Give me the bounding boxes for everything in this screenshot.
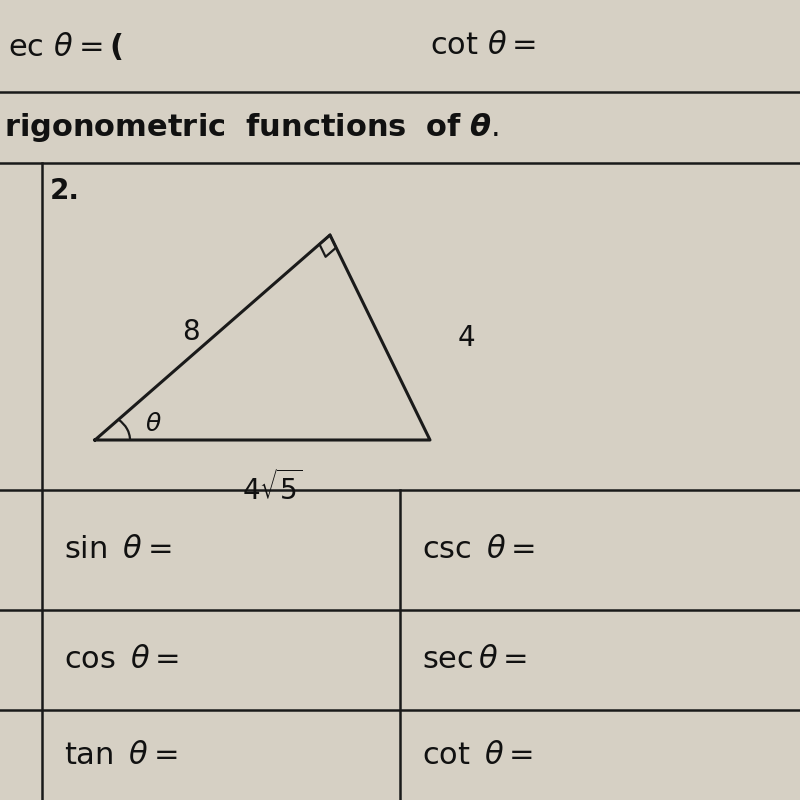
Text: 2.: 2. bbox=[50, 177, 80, 205]
Text: $\cos\ \theta =$: $\cos\ \theta =$ bbox=[64, 646, 179, 674]
Text: $\mathbf{rigonometric\ \ functions\ \ of}\ \boldsymbol{\theta}.$: $\mathbf{rigonometric\ \ functions\ \ of… bbox=[4, 111, 499, 144]
Text: $\sec\theta =$: $\sec\theta =$ bbox=[422, 646, 527, 674]
Text: $4\sqrt{5}$: $4\sqrt{5}$ bbox=[242, 470, 303, 506]
Text: $\sin\ \theta =$: $\sin\ \theta =$ bbox=[64, 535, 171, 565]
Text: 4: 4 bbox=[458, 323, 476, 351]
Text: $\theta$: $\theta$ bbox=[145, 412, 162, 436]
Text: 8: 8 bbox=[182, 318, 199, 346]
Text: $\csc\ \theta =$: $\csc\ \theta =$ bbox=[422, 535, 535, 565]
Text: $\mathrm{ec}\ \theta = \mathbf{(}$: $\mathrm{ec}\ \theta = \mathbf{(}$ bbox=[8, 30, 123, 62]
Text: $\cot\ \theta =$: $\cot\ \theta =$ bbox=[422, 741, 534, 770]
Text: $\mathrm{cot}\ \theta =$: $\mathrm{cot}\ \theta =$ bbox=[430, 31, 536, 61]
Text: $\tan\ \theta =$: $\tan\ \theta =$ bbox=[64, 741, 178, 770]
